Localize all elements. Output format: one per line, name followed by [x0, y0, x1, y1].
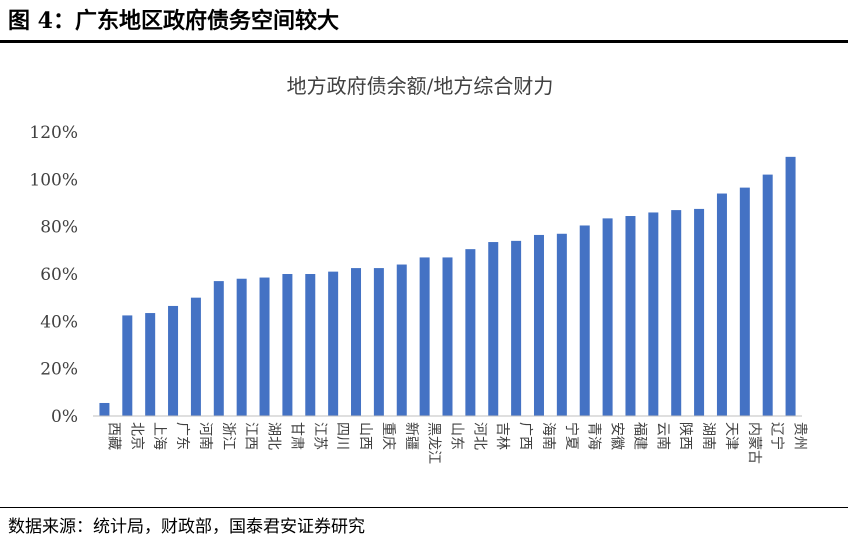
bar — [328, 271, 339, 416]
bar — [236, 278, 247, 416]
bars — [99, 156, 796, 416]
bar — [488, 242, 499, 416]
bar — [419, 257, 430, 416]
x-tick-label: 福建 — [631, 422, 647, 450]
bar — [282, 274, 293, 416]
x-tick-label: 内蒙古 — [746, 422, 762, 464]
x-tick-label: 湖北 — [266, 422, 282, 450]
x-tick-label: 山西 — [357, 422, 373, 450]
x-tick-label: 河北 — [471, 422, 487, 450]
y-tick-label: 40% — [40, 312, 78, 332]
x-tick-label: 广西 — [517, 422, 533, 450]
bar — [648, 212, 659, 416]
bar — [762, 174, 773, 416]
x-tick-label: 北京 — [128, 422, 144, 450]
bar — [465, 249, 476, 416]
x-tick-label: 贵州 — [792, 422, 808, 450]
chart-title: 地方政府债余额/地方综合财力 — [287, 74, 554, 98]
bar — [533, 234, 544, 416]
bar — [351, 268, 362, 416]
x-tick-label: 辽宁 — [769, 422, 786, 450]
bar — [602, 218, 613, 416]
figure-title: 图 4：广东地区政府债务空间较大 — [8, 8, 339, 34]
x-tick-label: 山东 — [449, 422, 465, 450]
x-tick-label: 天津 — [723, 422, 739, 450]
bottom-rule — [0, 507, 848, 508]
figure-header: 图 4：广东地区政府债务空间较大 — [8, 4, 840, 38]
bar — [671, 210, 682, 416]
bar — [305, 274, 316, 416]
x-tick-label: 广东 — [174, 422, 190, 450]
y-tick-label: 80% — [40, 218, 78, 238]
y-tick-label: 100% — [29, 170, 78, 190]
x-tick-label: 江苏 — [311, 422, 327, 450]
x-tick-label: 西藏 — [105, 422, 121, 450]
bar — [396, 264, 407, 416]
bar — [785, 156, 796, 416]
bar — [145, 313, 156, 416]
bar — [122, 315, 133, 416]
x-axis-labels: 西藏 北京 上海 广东 河南 浙江 江西 湖北 甘肃 江苏 四川 山西 重庆 新疆 黑龙江 山东 河北 吉林 广西海… — [105, 422, 807, 464]
x-tick-label: 安徽 — [609, 422, 625, 450]
x-tick-label: 浙江 — [220, 422, 236, 450]
x-tick-label: 吉林 — [494, 422, 510, 450]
bar-chart: 地方政府债余额/地方综合财力 0% 20% 40% 60% 80% 100% 120% 西藏… — [29, 74, 807, 464]
x-tick-label: 河南 — [197, 422, 213, 450]
bar — [259, 277, 270, 416]
bar — [213, 281, 224, 416]
x-tick-label: 宁夏 — [563, 422, 580, 450]
x-tick-label: 新疆 — [403, 422, 419, 450]
bar — [625, 216, 636, 416]
bar — [511, 240, 522, 416]
top-rule — [0, 40, 848, 43]
y-tick-label: 0% — [51, 407, 78, 427]
x-tick-label: 上海 — [151, 422, 167, 450]
bar — [99, 402, 110, 416]
bar — [694, 208, 705, 416]
bar — [739, 187, 750, 416]
x-tick-label: 重庆 — [380, 422, 396, 450]
x-tick-label: 江西 — [243, 422, 259, 450]
bar — [442, 257, 453, 416]
y-axis: 0% 20% 40% 60% 80% 100% 120% — [29, 123, 78, 427]
bar — [168, 305, 179, 416]
y-tick-label: 120% — [29, 123, 78, 143]
y-tick-label: 20% — [40, 360, 78, 380]
x-tick-label: 云南 — [654, 422, 670, 450]
x-tick-label: 陕西 — [677, 422, 693, 450]
x-tick-label: 青海 — [586, 422, 602, 450]
x-tick-label: 甘肃 — [288, 422, 304, 450]
y-tick-label: 60% — [40, 265, 78, 285]
bar — [190, 297, 201, 416]
x-tick-label: 湖南 — [700, 422, 716, 450]
x-tick-label: 四川 — [334, 422, 350, 450]
bar — [373, 268, 384, 416]
bar — [579, 225, 590, 416]
x-tick-label: 海南 — [540, 422, 556, 450]
x-tick-label: 黑龙江 — [426, 422, 442, 464]
source-note: 数据来源：统计局，财政部，国泰君安证券研究 — [8, 517, 365, 537]
bar — [716, 193, 727, 416]
bar — [556, 233, 567, 416]
